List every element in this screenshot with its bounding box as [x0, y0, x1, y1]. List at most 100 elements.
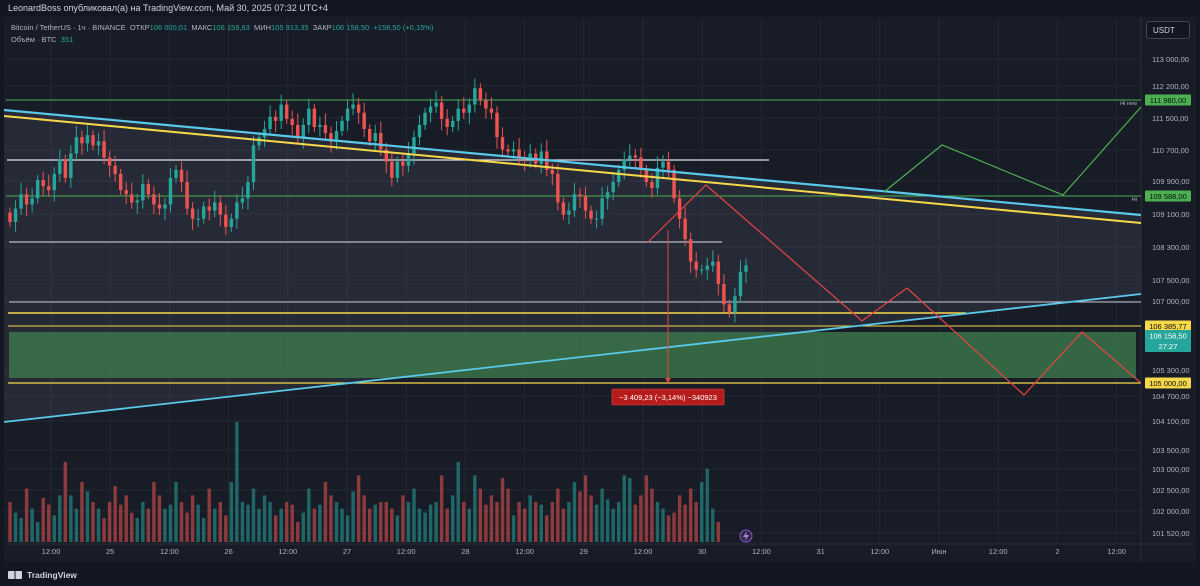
measure-label-box[interactable]: [611, 388, 725, 406]
price-label-box[interactable]: [1145, 330, 1191, 352]
candle[interactable]: [146, 184, 151, 195]
candle[interactable]: [80, 137, 84, 144]
candle[interactable]: [367, 129, 372, 142]
candle[interactable]: [201, 206, 206, 219]
candle[interactable]: [279, 104, 283, 121]
candle[interactable]: [650, 182, 654, 189]
candle[interactable]: [41, 179, 45, 187]
candle[interactable]: [373, 133, 377, 142]
candle[interactable]: [69, 153, 73, 178]
candle[interactable]: [401, 161, 405, 166]
candle[interactable]: [462, 108, 466, 113]
candle[interactable]: [351, 104, 355, 109]
candle[interactable]: [246, 182, 250, 199]
price-chart[interactable]: 113 000,00 112 200,00 111 500,00 110 700,00…: [4, 17, 1196, 562]
candle[interactable]: [63, 159, 68, 178]
candle[interactable]: [434, 102, 438, 107]
candle[interactable]: [356, 104, 361, 113]
candle[interactable]: [639, 157, 643, 170]
candle[interactable]: [124, 190, 128, 195]
candle[interactable]: [384, 149, 389, 162]
candle[interactable]: [694, 261, 698, 270]
candle[interactable]: [390, 161, 394, 178]
candle[interactable]: [528, 153, 532, 160]
candle[interactable]: [423, 112, 427, 125]
candle[interactable]: [473, 88, 477, 105]
candle[interactable]: [450, 120, 455, 127]
candle[interactable]: [179, 169, 184, 183]
candle[interactable]: [412, 137, 416, 154]
candle[interactable]: [118, 173, 123, 191]
candle[interactable]: [445, 118, 449, 127]
price-label-box[interactable]: [1145, 190, 1191, 202]
candle[interactable]: [157, 204, 162, 209]
candle[interactable]: [268, 116, 272, 130]
candle[interactable]: [467, 104, 472, 113]
candle[interactable]: [456, 108, 460, 121]
candle[interactable]: [744, 265, 748, 272]
candle[interactable]: [273, 116, 278, 121]
candle[interactable]: [85, 135, 90, 144]
candle[interactable]: [688, 239, 693, 262]
candle[interactable]: [716, 261, 721, 284]
candle[interactable]: [24, 194, 29, 205]
candle[interactable]: [141, 184, 145, 201]
candle[interactable]: [628, 155, 632, 160]
candle[interactable]: [666, 161, 671, 170]
candle[interactable]: [572, 194, 577, 211]
candle[interactable]: [218, 202, 223, 215]
candle[interactable]: [96, 141, 101, 146]
candle[interactable]: [240, 198, 245, 203]
candle[interactable]: [733, 296, 737, 313]
candle[interactable]: [556, 173, 560, 203]
candle[interactable]: [406, 153, 411, 166]
candle[interactable]: [506, 149, 510, 152]
candle[interactable]: [583, 196, 588, 211]
candle[interactable]: [318, 124, 322, 127]
candle[interactable]: [561, 202, 566, 215]
candle[interactable]: [345, 108, 350, 121]
candle[interactable]: [229, 218, 234, 227]
candle[interactable]: [500, 137, 505, 150]
candle[interactable]: [135, 200, 139, 203]
candle[interactable]: [296, 124, 300, 138]
candle[interactable]: [611, 182, 615, 193]
candle[interactable]: [727, 304, 732, 313]
candle[interactable]: [617, 169, 621, 183]
candle[interactable]: [224, 214, 228, 227]
candle[interactable]: [190, 208, 195, 219]
candle[interactable]: [163, 204, 167, 209]
candle[interactable]: [19, 194, 23, 209]
candle[interactable]: [550, 169, 555, 174]
price-label-box[interactable]: [1145, 320, 1191, 332]
candle[interactable]: [439, 102, 444, 119]
candle[interactable]: [605, 192, 610, 199]
candle[interactable]: [722, 283, 726, 305]
candle[interactable]: [705, 265, 709, 270]
candle[interactable]: [185, 182, 189, 209]
candle[interactable]: [340, 120, 344, 132]
currency-button[interactable]: USDT: [1146, 21, 1190, 39]
candle[interactable]: [312, 108, 317, 127]
candle[interactable]: [323, 124, 328, 134]
candle[interactable]: [511, 149, 516, 152]
candle[interactable]: [484, 100, 488, 109]
candle[interactable]: [539, 151, 543, 164]
price-label-box[interactable]: [1145, 94, 1191, 106]
candle[interactable]: [30, 198, 34, 205]
candle[interactable]: [594, 218, 599, 220]
candle[interactable]: [395, 161, 400, 178]
candle[interactable]: [517, 149, 521, 158]
candle[interactable]: [257, 137, 261, 146]
volume-label[interactable]: Объём · BTC: [11, 35, 57, 44]
bullish-projection[interactable]: [883, 106, 1142, 196]
candle[interactable]: [600, 198, 604, 219]
chart-area[interactable]: 113 000,00 112 200,00 111 500,00 110 700,00…: [4, 17, 1196, 562]
trendline-upper-cyan[interactable]: [4, 108, 1142, 217]
candle[interactable]: [307, 108, 311, 125]
candle[interactable]: [35, 179, 40, 199]
candle[interactable]: [738, 271, 743, 297]
candle[interactable]: [13, 208, 18, 222]
candle[interactable]: [301, 124, 306, 138]
candle[interactable]: [130, 194, 134, 203]
